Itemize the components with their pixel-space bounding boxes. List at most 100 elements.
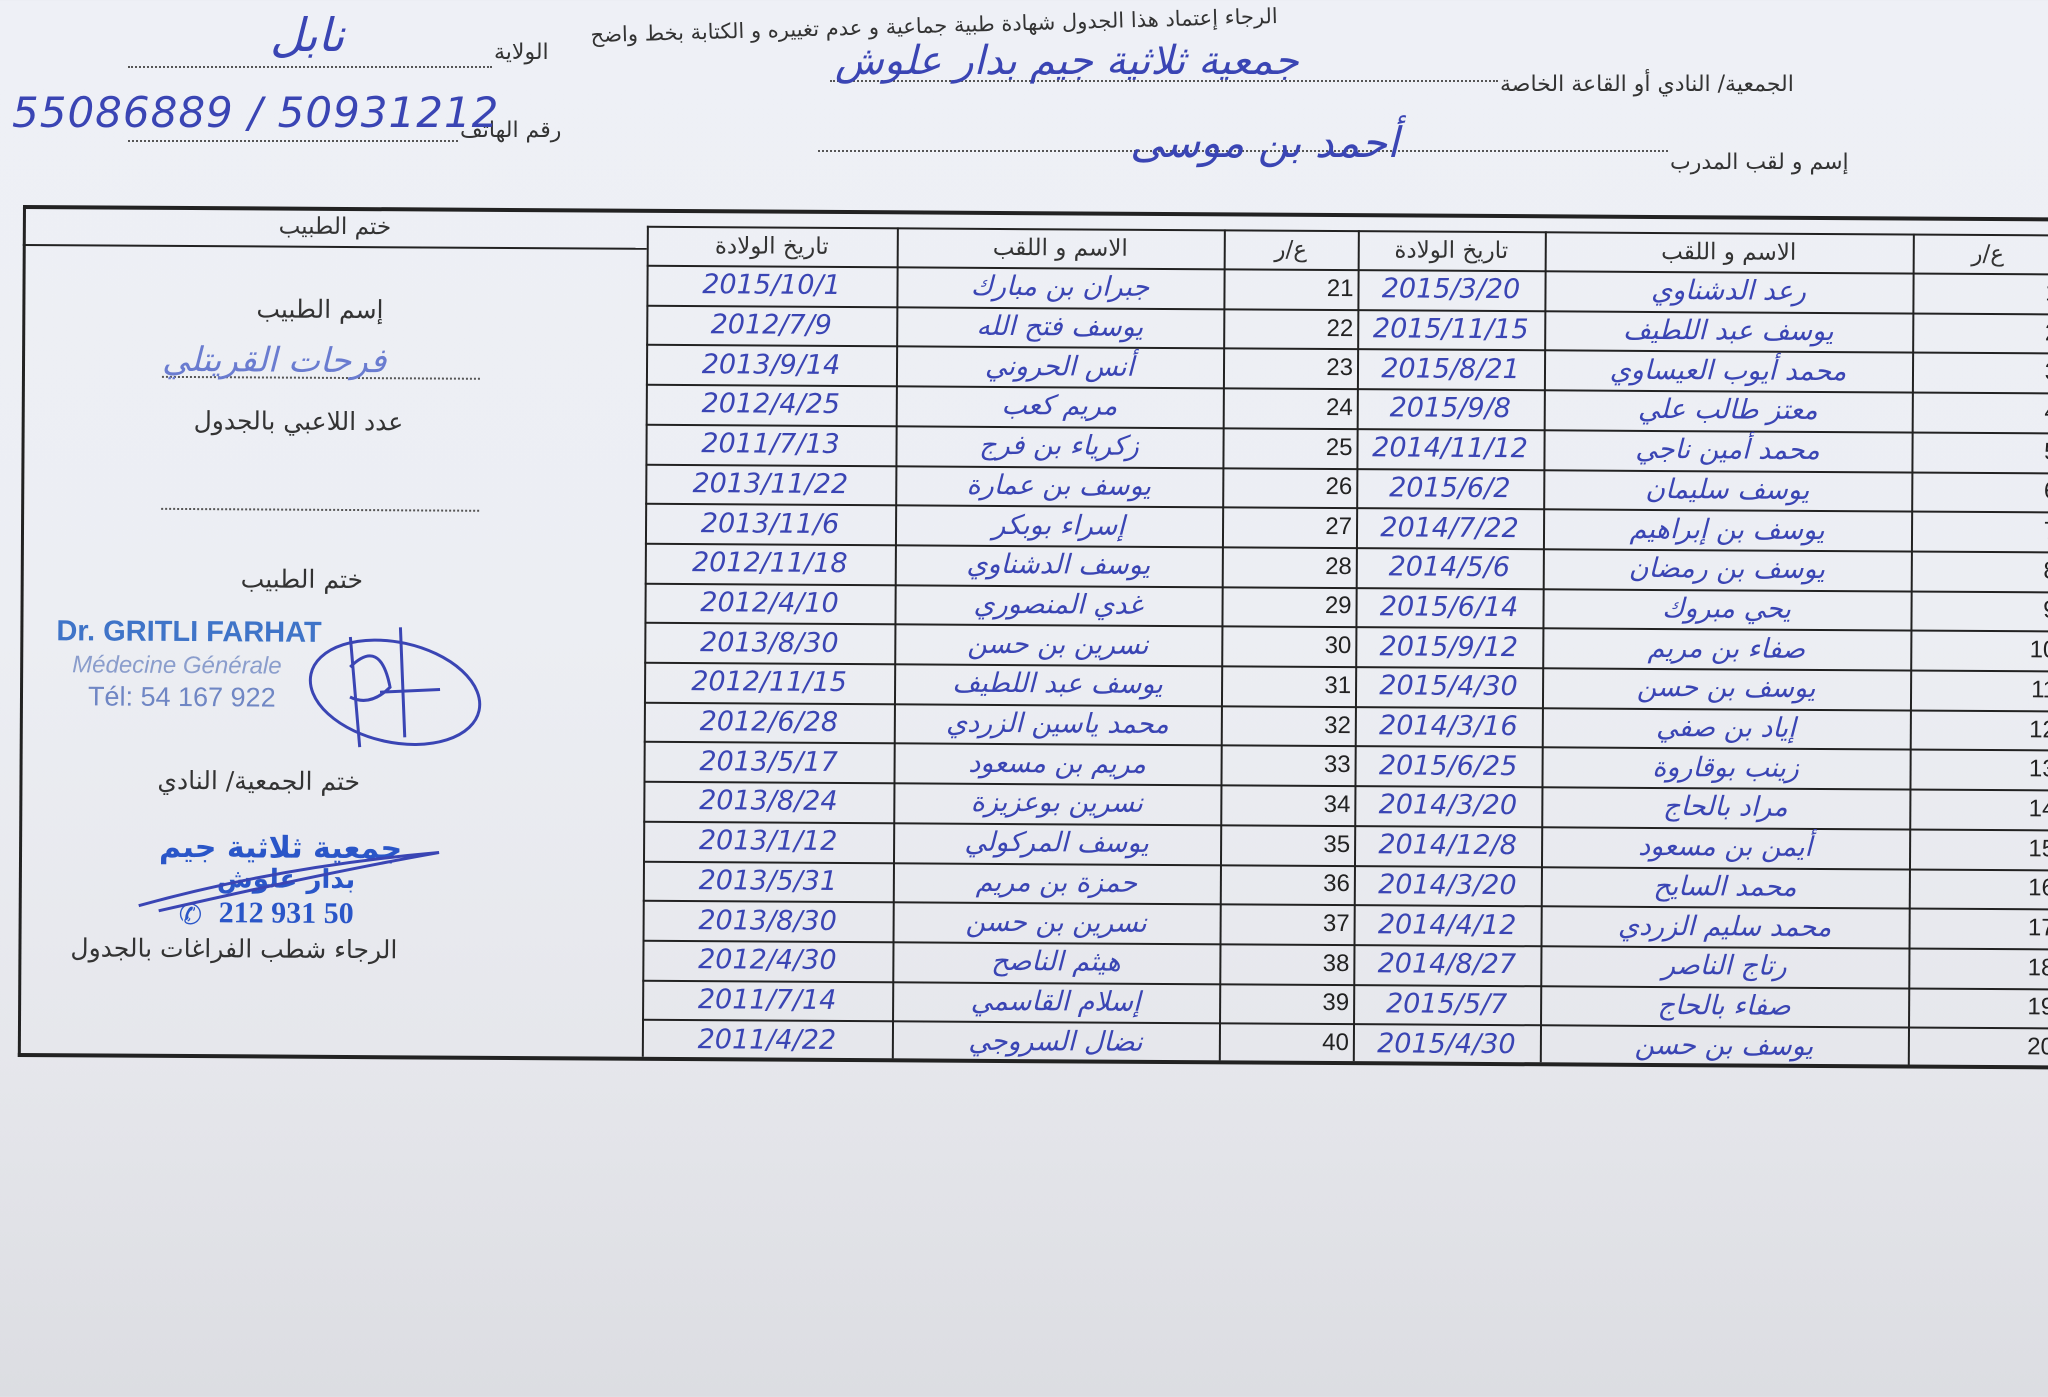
left-row-number: 28 [1325, 552, 1352, 580]
left-row-name[interactable]: يوسف المركولي [964, 826, 1149, 860]
left-row-birthdate[interactable]: 2012/6/28 [699, 706, 839, 739]
coach-value[interactable]: أحمد بن موسى [1130, 118, 1399, 167]
left-row-name[interactable]: نسرين بوعزيزة [970, 787, 1144, 820]
right-row-birthdate[interactable]: 2014/5/6 [1388, 551, 1511, 584]
left-row-birthdate[interactable]: 2012/4/30 [698, 944, 837, 977]
right-row-name[interactable]: يحي مبروك [1662, 592, 1792, 625]
phone-dotted-line [128, 140, 458, 142]
left-row-birthdate[interactable]: 2013/5/31 [698, 864, 838, 897]
right-row-name[interactable]: محمد أيوب العيساوي [1609, 354, 1847, 387]
state-value[interactable]: نابل [270, 8, 345, 62]
right-row-birthdate[interactable]: 2015/4/30 [1377, 1027, 1516, 1060]
right-row-name[interactable]: مراد بالحاج [1662, 791, 1788, 824]
left-row-name[interactable]: مريم كعب [1001, 390, 1118, 423]
left-row-birthdate[interactable]: 2012/7/9 [710, 309, 832, 341]
right-row-name[interactable]: زينب بوقاروة [1652, 751, 1800, 784]
right-row-birthdate[interactable]: 2015/9/12 [1379, 630, 1519, 663]
right-row-name[interactable]: يوسف عبد اللطيف [1622, 314, 1834, 348]
left-row-name[interactable]: إسراء بوبكر [992, 509, 1125, 542]
right-row-name[interactable]: صفاء بن مريم [1647, 632, 1806, 665]
left-row-name[interactable]: أنس الحروني [984, 350, 1135, 383]
right-row-number: 11 [2031, 676, 2048, 704]
left-row-name[interactable]: جبران بن مبارك [970, 271, 1150, 304]
right-row-birthdate[interactable]: 2014/3/16 [1379, 710, 1518, 743]
left-row-birthdate[interactable]: 2012/11/15 [691, 666, 848, 699]
right-row-name[interactable]: يوسف بن إبراهيم [1629, 513, 1825, 546]
left-row-birthdate[interactable]: 2013/5/17 [699, 745, 838, 778]
right-row-name[interactable]: صفاء بالحاج [1657, 989, 1791, 1022]
right-row-birthdate[interactable]: 2015/4/30 [1379, 670, 1518, 703]
right-row-number: 10 [2029, 636, 2048, 664]
club-stamp: جمعية ثلاثية جيم بدار علوش ✆ 50 931 212 [23, 205, 2048, 931]
left-row-birthdate[interactable]: 2012/11/18 [691, 547, 848, 580]
left-row-number: 31 [1324, 671, 1352, 699]
right-row-birthdate[interactable]: 2014/11/12 [1372, 432, 1528, 465]
right-row-name[interactable]: يوسف بن رمضان [1628, 553, 1826, 586]
right-row-birthdate[interactable]: 2014/8/27 [1377, 948, 1517, 981]
right-row-birthdate[interactable]: 2015/6/2 [1389, 472, 1511, 504]
right-row-name[interactable]: رتاج الناصر [1661, 950, 1787, 983]
right-row-name[interactable]: يوسف بن حسن [1636, 672, 1816, 705]
right-row-birthdate[interactable]: 2014/3/20 [1378, 869, 1517, 901]
right-row-number: 9 [2043, 596, 2048, 624]
left-row-number: 27 [1325, 512, 1353, 541]
left-row-name[interactable]: هيثم الناصح [991, 946, 1121, 978]
left-row-birthdate[interactable]: 2011/7/14 [697, 984, 837, 1016]
left-row-name[interactable]: يوسف عبد اللطيف [952, 668, 1163, 701]
left-row-name[interactable]: غدي المنصوري [973, 588, 1143, 621]
left-row-name[interactable]: محمد ياسين الزردي [945, 707, 1169, 741]
club-value[interactable]: جمعية ثلاثية جيم بدار علوش [835, 38, 1299, 84]
left-row-name[interactable]: نضال السروجي [968, 1025, 1143, 1058]
right-row-name[interactable]: معتز طالب علي [1637, 394, 1818, 427]
left-row-name[interactable]: مريم بن مسعود [968, 747, 1147, 780]
right-row-birthdate[interactable]: 2015/9/8 [1389, 392, 1512, 425]
right-row-name[interactable]: يوسف سليمان [1645, 473, 1810, 506]
footer-note: الرجاء شطب الفراغات بالجدول [70, 933, 398, 965]
right-row-birthdate[interactable]: 2015/8/21 [1381, 353, 1520, 385]
right-row-name[interactable]: يوسف بن حسن [1634, 1029, 1814, 1062]
right-row-name[interactable]: أيمن بن مسعود [1638, 831, 1813, 864]
left-row-name[interactable]: إسلام القاسمي [970, 985, 1141, 1018]
right-row-birthdate[interactable]: 2015/3/20 [1381, 273, 1521, 306]
left-row-birthdate[interactable]: 2013/8/24 [699, 785, 838, 818]
left-row-birthdate[interactable]: 2013/9/14 [701, 348, 841, 381]
right-row-birthdate[interactable]: 2015/6/14 [1379, 591, 1519, 624]
right-row-birthdate[interactable]: 2015/11/15 [1372, 313, 1529, 346]
right-row-birthdate[interactable]: 2014/12/8 [1378, 829, 1517, 862]
club-stamp-label: ختم الجمعية/ النادي [157, 765, 361, 797]
right-row-birthdate[interactable]: 2015/5/7 [1385, 988, 1508, 1021]
right-row-name[interactable]: محمد السايح [1653, 870, 1797, 903]
left-row-name[interactable]: حمزة بن مريم [975, 866, 1138, 899]
left-row-birthdate[interactable]: 2015/10/1 [702, 269, 841, 302]
left-row-birthdate[interactable]: 2013/8/30 [700, 626, 839, 659]
left-row-name[interactable]: يوسف فتح الله [976, 310, 1144, 343]
doctor-signature-icon [308, 627, 482, 748]
left-row-birthdate[interactable]: 2013/1/12 [698, 825, 838, 858]
left-row-birthdate[interactable]: 2013/11/22 [692, 467, 849, 500]
left-row-name[interactable]: نسرين بن حسن [967, 628, 1149, 661]
left-row-name[interactable]: يوسف بن عمارة [966, 469, 1152, 502]
right-row-number: 2 [2044, 318, 2048, 346]
right-row-name[interactable]: محمد أمين ناجي [1635, 433, 1820, 467]
left-row-name[interactable]: نسرين بن حسن [965, 906, 1147, 939]
right-row-name[interactable]: محمد سليم الزردي [1617, 910, 1832, 943]
right-row-name[interactable]: إياد بن صفي [1655, 712, 1796, 744]
left-row-birthdate[interactable]: 2013/8/30 [698, 904, 837, 937]
right-row-number: 4 [2044, 398, 2048, 426]
left-row-birthdate[interactable]: 2013/11/6 [700, 507, 840, 540]
left-row-birthdate[interactable]: 2012/4/25 [701, 388, 841, 421]
doctor-name-value: فرحات القريتلي [161, 339, 387, 382]
left-row-name[interactable]: زكرياء بن فرج [979, 429, 1139, 462]
right-row-birthdate[interactable]: 2014/4/12 [1377, 908, 1517, 941]
right-row-birthdate[interactable]: 2014/7/22 [1380, 511, 1519, 544]
phone-value[interactable]: 55086889 / 50931212 [12, 88, 500, 137]
right-row-name[interactable]: رعد الدشناوي [1650, 275, 1807, 308]
side-panel: ختم الطبيب إسم الطبيب فرحات القريتلي عدد… [23, 205, 2048, 964]
left-row-name[interactable]: يوسف الدشناوي [966, 549, 1151, 582]
right-row-birthdate[interactable]: 2015/6/25 [1378, 750, 1518, 782]
left-row-birthdate[interactable]: 2012/4/10 [700, 587, 839, 619]
left-row-number: 29 [1324, 592, 1352, 620]
left-row-birthdate[interactable]: 2011/4/22 [697, 1023, 837, 1056]
right-row-birthdate[interactable]: 2014/3/20 [1378, 789, 1518, 822]
left-row-birthdate[interactable]: 2011/7/13 [701, 428, 840, 461]
